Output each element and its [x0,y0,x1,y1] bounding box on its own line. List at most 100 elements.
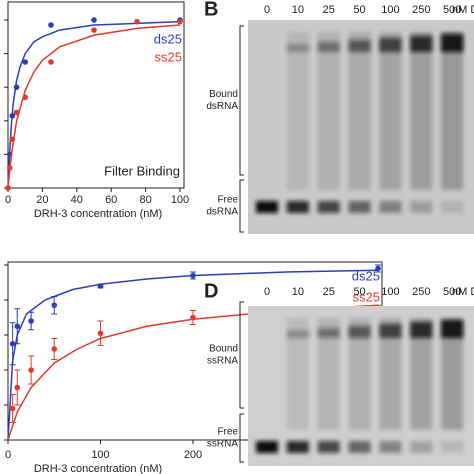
data-point [9,340,16,347]
bound-smear [379,32,402,190]
lane-label: 100 [381,4,399,16]
lane-label: 0 [264,286,270,298]
bound-bracket [239,301,244,409]
free-band [256,441,278,453]
bound-label: ssRNA [207,356,238,367]
free-band [410,441,433,453]
bound-smear [348,32,371,190]
data-point [48,22,54,28]
free-band [379,201,402,213]
legend-entry: ds25 [154,31,182,46]
lane-label: 25 [323,286,335,298]
data-point [14,323,21,330]
free-bracket [239,413,244,463]
bound-smear [410,32,433,190]
data-point [375,265,381,272]
bound-band [441,34,464,52]
data-point [6,165,13,171]
data-point [190,272,196,279]
data-point [22,59,29,65]
fit-line [7,20,181,189]
free-band [317,441,340,453]
bound-smear [441,318,464,430]
free-band [286,441,309,453]
x-tick-label: 0 [5,449,11,461]
free-label: dsRNA [206,207,238,218]
lane-label: 0 [264,4,270,16]
data-point [48,59,54,65]
free-label: Free [217,427,238,438]
free-band [441,441,464,453]
free-band [441,201,464,213]
lane-label: 50 [353,286,365,298]
free-label: Free [217,195,238,206]
bound-smear [317,32,340,190]
annotation: Filter Binding [104,163,180,178]
lane-label: 10 [292,286,304,298]
data-point [177,18,183,25]
bound-smear [348,318,371,430]
data-point [51,346,58,352]
bound-band [348,326,371,338]
data-point [9,112,16,119]
fit-line [7,304,379,441]
bound-band [317,42,340,52]
data-point [28,367,34,373]
panel-letter: B [204,0,218,20]
bound-smear [410,318,433,430]
lane-label: 500 [443,286,461,298]
bound-band [286,330,309,338]
data-point [13,84,20,90]
free-label: ssRNA [207,439,238,450]
free-band [410,201,433,213]
free-band [286,201,309,213]
bound-smear [441,32,464,190]
bound-band [348,40,371,52]
bound-band [410,322,433,338]
x-tick-label: 0 [5,194,11,206]
bound-smear [286,32,309,190]
lane-label: 500 [443,4,461,16]
data-point [22,94,29,101]
bound-label: Bound [209,344,238,355]
bound-band [379,324,402,338]
data-point [91,27,97,33]
legend-entry: ds25 [352,268,380,283]
x-tick-label: 80 [139,194,151,206]
bound-label: Bound [209,89,238,100]
lane-label: 250 [412,4,430,16]
unit-label: nM D [452,4,474,16]
unit-label: nM D [452,286,474,298]
data-point [97,283,104,289]
axis-frame [7,1,185,189]
free-band [348,201,371,213]
data-point [13,109,20,116]
data-point [91,17,97,23]
x-tick-label: 20 [36,194,48,206]
free-band [379,441,402,453]
data-point [9,136,16,143]
bound-band [286,44,309,52]
x-tick-label: 60 [105,194,117,206]
legend-entry: ss25 [353,289,380,304]
bound-bracket [239,25,244,176]
bound-smear [379,318,402,430]
data-point [5,185,11,191]
x-axis-label: DRH-3 concentration (nM) [34,208,162,220]
data-point [9,405,16,412]
data-point [134,18,140,25]
free-bracket [239,179,244,233]
bound-band [317,328,340,338]
panel-letter: D [204,280,218,302]
bound-smear [317,318,340,430]
data-point [190,314,196,321]
free-band [348,441,371,453]
x-tick-label: 100 [91,449,109,461]
bound-smear [286,318,309,430]
free-band [317,201,340,213]
data-point [97,330,104,337]
data-point [14,384,21,391]
legend-entry: ss25 [155,49,182,64]
bound-band [410,36,433,52]
